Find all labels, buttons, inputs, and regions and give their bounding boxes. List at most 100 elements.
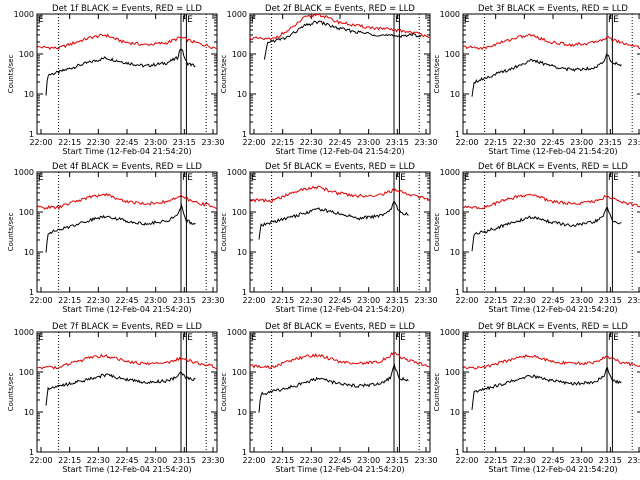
plot-frame	[249, 171, 431, 293]
x-tick-label: 22:15	[484, 456, 507, 465]
panel-title: Det 2f BLACK = Events, RED = LLD	[265, 4, 415, 14]
plot-frame	[36, 331, 218, 453]
time-marker-label: FE	[395, 333, 406, 343]
time-marker-label: F	[251, 15, 256, 25]
lld-series-line	[462, 193, 640, 210]
y-axis-label: Counts/sec	[433, 373, 441, 412]
x-tick-label: 22:00	[29, 456, 52, 465]
panel-det-7: Det 7f BLACK = Events, RED = LLD 1 10 100 10…	[7, 322, 225, 474]
panel-det-4: Det 4f BLACK = Events, RED = LLD 1 10 100 10…	[7, 162, 225, 314]
y-tick-label: 10	[450, 248, 460, 257]
events-series-line	[258, 363, 409, 413]
time-marker-label: FE	[182, 173, 193, 183]
x-tick-label: 22:15	[271, 138, 294, 147]
y-tick-label: 1	[29, 288, 34, 297]
x-tick-label: 22:15	[271, 456, 294, 465]
y-tick-label: 10	[237, 408, 247, 417]
y-axis-label: Counts/sec	[7, 373, 15, 412]
x-tick-label: 23:30	[627, 138, 640, 147]
x-tick-label: 23:30	[414, 138, 437, 147]
time-marker-label: FE	[608, 173, 619, 183]
lld-series-line	[250, 185, 431, 203]
x-tick-label: 23:00	[570, 296, 593, 305]
x-tick-label: 22:15	[58, 296, 81, 305]
y-tick-label: 1000	[227, 168, 247, 177]
plot-frame	[249, 13, 431, 135]
x-tick-label: 22:45	[115, 456, 138, 465]
x-tick-label: 22:00	[455, 138, 478, 147]
x-tick-label: 22:15	[58, 456, 81, 465]
x-tick-label: 23:15	[386, 456, 409, 465]
time-marker-label: FE	[182, 15, 193, 25]
x-tick-label: 23:00	[570, 138, 593, 147]
y-tick-label: 100	[445, 368, 460, 377]
panel-title: Det 4f BLACK = Events, RED = LLD	[52, 162, 202, 172]
panel-det-2: Det 2f BLACK = Events, RED = LLD 1 10 100 10…	[220, 4, 438, 156]
y-tick-label: 10	[450, 408, 460, 417]
x-axis-label: Start Time (12-Feb-04 21:54:20)	[488, 147, 617, 156]
time-marker-label: E	[395, 15, 401, 25]
panel-title: Det 7f BLACK = Events, RED = LLD	[52, 322, 202, 332]
panel-title: Det 6f BLACK = Events, RED = LLD	[478, 162, 628, 172]
plot-frame	[36, 13, 218, 135]
x-tick-label: 23:00	[570, 456, 593, 465]
y-tick-label: 1000	[440, 328, 460, 337]
y-tick-label: 1	[242, 288, 247, 297]
y-axis-label: Counts/sec	[433, 213, 441, 252]
plot-frame	[249, 331, 431, 453]
x-tick-label: 22:00	[29, 296, 52, 305]
x-axis-label: Start Time (12-Feb-04 21:54:20)	[62, 305, 191, 314]
x-tick-label: 22:45	[328, 456, 351, 465]
y-tick-label: 10	[24, 248, 34, 257]
panels-root: Det 1f BLACK = Events, RED = LLD 1 10 100 10…	[7, 4, 640, 474]
y-tick-label: 10	[237, 90, 247, 99]
x-tick-label: 22:45	[541, 138, 564, 147]
x-axis-label: Start Time (12-Feb-04 21:54:20)	[488, 305, 617, 314]
time-marker-label: FE	[182, 333, 193, 343]
y-tick-label: 100	[19, 368, 34, 377]
events-series-line	[258, 201, 409, 240]
x-tick-label: 22:00	[455, 456, 478, 465]
x-tick-label: 23:15	[386, 138, 409, 147]
x-tick-label: 23:00	[357, 456, 380, 465]
y-tick-label: 1	[455, 448, 460, 457]
events-series-line	[45, 203, 196, 253]
x-tick-label: 22:30	[513, 456, 536, 465]
x-tick-label: 22:30	[87, 456, 110, 465]
y-tick-label: 100	[445, 50, 460, 59]
time-marker-label: E	[38, 333, 44, 343]
events-series-line	[471, 53, 622, 97]
x-tick-label: 23:15	[173, 138, 196, 147]
time-marker-label: E	[464, 173, 470, 183]
events-series-line	[471, 206, 622, 252]
x-tick-label: 23:30	[201, 296, 224, 305]
y-tick-label: 10	[450, 90, 460, 99]
panel-det-8: Det 8f BLACK = Events, RED = LLD 1 10 100 10…	[220, 322, 438, 474]
y-tick-label: 100	[19, 208, 34, 217]
lld-series-line	[462, 353, 640, 370]
x-tick-label: 22:30	[300, 456, 323, 465]
y-tick-label: 100	[445, 208, 460, 217]
x-tick-label: 22:30	[300, 296, 323, 305]
y-tick-label: 100	[232, 368, 247, 377]
y-tick-label: 1	[455, 130, 460, 139]
time-marker-label: FE	[608, 15, 619, 25]
x-axis-label: Start Time (12-Feb-04 21:54:20)	[275, 147, 404, 156]
x-tick-label: 23:30	[414, 456, 437, 465]
y-tick-label: 1000	[14, 168, 34, 177]
x-tick-label: 22:00	[242, 456, 265, 465]
x-tick-label: 22:30	[300, 138, 323, 147]
x-tick-label: 22:00	[242, 296, 265, 305]
x-tick-label: 22:00	[455, 296, 478, 305]
time-marker-label: E	[464, 333, 470, 343]
y-tick-label: 1	[242, 130, 247, 139]
y-tick-label: 100	[232, 50, 247, 59]
x-tick-label: 22:30	[513, 296, 536, 305]
x-tick-label: 22:00	[242, 138, 265, 147]
x-tick-label: 23:00	[144, 296, 167, 305]
x-tick-label: 23:15	[599, 456, 622, 465]
x-tick-label: 23:15	[386, 296, 409, 305]
panel-det-3: Det 3f BLACK = Events, RED = LLD 1 10 100 10…	[433, 4, 640, 156]
